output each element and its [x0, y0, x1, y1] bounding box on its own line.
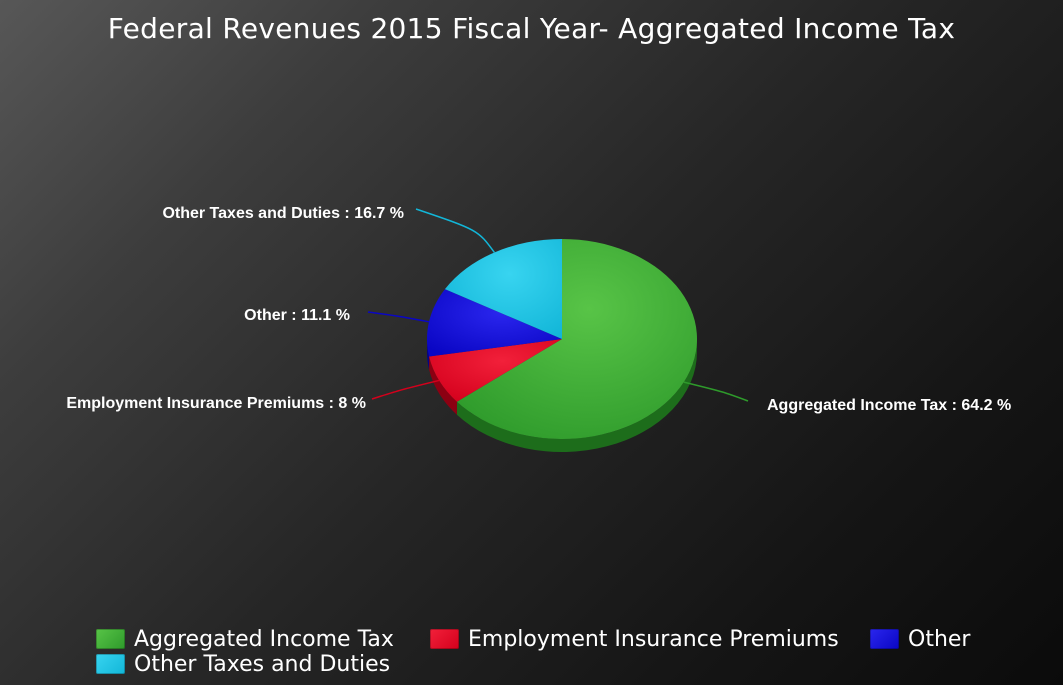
legend-label: Aggregated Income Tax [134, 626, 394, 652]
legend-swatch [430, 629, 459, 649]
pie-slice-side [429, 356, 457, 415]
pie-slice[interactable] [456, 239, 697, 439]
slice-label: Other : 11.1 % [244, 307, 350, 324]
legend-swatch [96, 654, 125, 674]
pie-slice-side [456, 339, 697, 452]
pie-slice-side [427, 339, 430, 370]
chart-title: Federal Revenues 2015 Fiscal Year- Aggre… [107, 12, 956, 45]
slice-connector [371, 379, 440, 400]
legend-item[interactable]: Other Taxes and Duties [96, 651, 390, 677]
legend-item[interactable]: Other [870, 626, 970, 652]
slice-connector [367, 311, 430, 323]
legend-label: Employment Insurance Premiums [468, 626, 839, 652]
slice-connector [415, 208, 495, 253]
legend-swatch [96, 629, 125, 649]
pie-labels: Aggregated Income Tax : 64.2 % Employment… [66, 205, 1011, 414]
legend-item[interactable]: Aggregated Income Tax [96, 626, 394, 652]
legend-label: Other [908, 626, 971, 652]
pie-depth [427, 339, 697, 452]
legend-label: Other Taxes and Duties [134, 651, 391, 677]
slice-label: Other Taxes and Duties : 16.7 % [162, 205, 404, 222]
pie-top [427, 239, 697, 439]
slice-label: Employment Insurance Premiums : 8 % [66, 395, 366, 412]
pie-slice[interactable] [429, 339, 562, 402]
legend-swatch [870, 629, 899, 649]
pie-slice[interactable] [427, 289, 562, 357]
slice-connector [683, 381, 749, 402]
slice-label: Aggregated Income Tax : 64.2 % [767, 397, 1011, 414]
pie-connectors [367, 208, 749, 402]
legend: Aggregated Income Tax Employment Insuranc… [96, 626, 996, 682]
legend-item[interactable]: Employment Insurance Premiums [430, 626, 839, 652]
pie-slice[interactable] [444, 239, 562, 339]
